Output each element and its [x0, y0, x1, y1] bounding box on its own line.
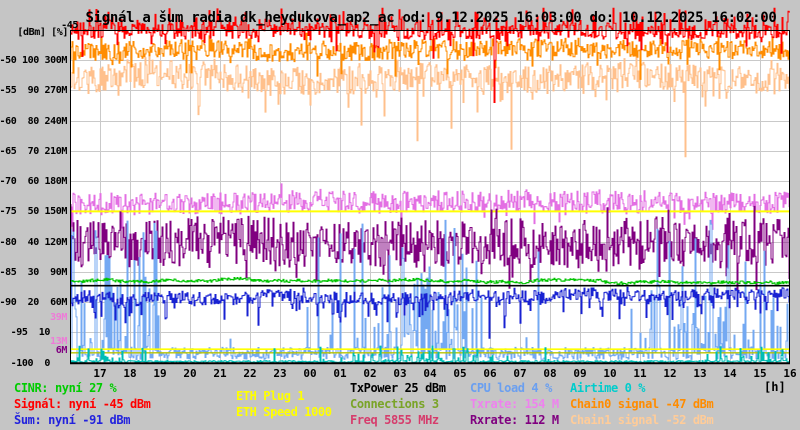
legend-txrate: Txrate: 154 M: [470, 397, 559, 411]
y-axis-label: -75 50 150M: [0, 206, 67, 218]
legend-noise: Šum: nyní -91 dBm: [14, 413, 131, 427]
series-chain0_signal: [70, 32, 790, 97]
x-axis-tick: 14: [723, 367, 737, 380]
legend-chain1: Chain1 signal -52 dBm: [570, 413, 714, 427]
x-axis-tick: 09: [573, 367, 587, 380]
x-axis-tick: 01: [333, 367, 347, 380]
y-axis-label: -70 60 180M: [0, 176, 67, 188]
series-cinr: [70, 276, 790, 286]
x-axis-tick: 03: [393, 367, 407, 380]
x-axis-tick: 20: [183, 367, 197, 380]
legend-rxrate: Rxrate: 112 M: [470, 413, 559, 427]
legend-freq: Freq 5855 MHz: [350, 413, 439, 427]
series-noise: [70, 229, 790, 339]
x-axis-tick: 15: [753, 367, 767, 380]
x-axis-tick: 13: [693, 367, 707, 380]
series-signal: [70, 7, 790, 103]
y-axis-label: -100 0: [10, 357, 51, 369]
y-axis-marker-39M: 39M: [50, 312, 67, 323]
x-axis-tick: 19: [153, 367, 167, 380]
x-axis-tick: 21: [213, 367, 227, 380]
legend-cpu-load: CPU load 4 %: [470, 381, 552, 395]
y-axis-marker-13M: 13M: [50, 336, 67, 347]
x-axis-tick: 16: [783, 367, 797, 380]
y-axis-label: -95 10: [10, 327, 51, 339]
y-axis-label: -50 100 300M: [0, 55, 67, 67]
x-axis-tick: 02: [363, 367, 377, 380]
x-axis-tick: 04: [423, 367, 437, 380]
x-axis-tick: 07: [513, 367, 527, 380]
legend-airtime: Airtime 0 %: [570, 381, 646, 395]
x-axis-tick: 00: [303, 367, 317, 380]
y-axis-label: -90 20 60M: [0, 297, 67, 309]
series-txrate: [70, 183, 790, 230]
legend-txpower: TxPower 25 dBm: [350, 381, 446, 395]
x-axis-unit-label: [h]: [764, 380, 786, 394]
chart-title: Signál a šum radia dk_heydukova_ap2_ac o…: [85, 10, 777, 26]
y-axis-label: -55 90 270M: [0, 85, 67, 97]
y-axis-header-value: -45: [61, 20, 78, 31]
legend-cinr: CINR: nyní 27 %: [14, 381, 117, 395]
x-axis-tick: 22: [243, 367, 257, 380]
x-axis-tick: 05: [453, 367, 467, 380]
y-axis-label: -80 40 120M: [0, 236, 67, 248]
x-axis-tick: 18: [123, 367, 137, 380]
x-axis-tick: 12: [663, 367, 677, 380]
y-axis-header-units: [dBm] [%]: [17, 27, 68, 38]
x-axis-tick: 08: [543, 367, 557, 380]
legend-connections: Connections 3: [350, 397, 439, 411]
x-axis-tick: 11: [633, 367, 647, 380]
legend-eth-plug: ETH Plug 1: [236, 389, 305, 403]
y-axis-label: -60 80 240M: [0, 115, 67, 127]
x-axis-tick: 23: [273, 367, 287, 380]
x-axis-tick: 10: [603, 367, 617, 380]
legend-chain0: Chain0 signal -47 dBm: [570, 397, 714, 411]
x-axis-tick: 17: [93, 367, 107, 380]
legend-eth-speed: ETH Speed 1000: [236, 405, 332, 419]
x-axis-tick: 06: [483, 367, 497, 380]
legend-signal: Signál: nyní -45 dBm: [14, 397, 151, 411]
y-axis-marker-6M: 6M: [55, 345, 68, 356]
y-axis-label: -85 30 90M: [0, 266, 67, 278]
y-axis-label: -65 70 210M: [0, 145, 67, 157]
